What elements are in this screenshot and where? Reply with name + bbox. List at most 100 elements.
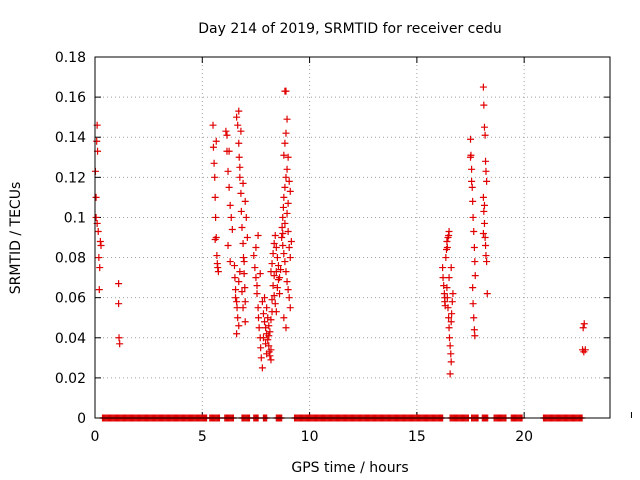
data-point — [269, 282, 277, 290]
data-point — [237, 189, 245, 197]
data-point — [284, 286, 292, 294]
data-point — [468, 165, 476, 173]
data-point — [447, 318, 455, 326]
data-point — [280, 250, 288, 258]
data-point — [115, 280, 123, 288]
data-point — [280, 151, 288, 159]
y-tick-label: 0.06 — [55, 291, 86, 307]
data-point — [272, 244, 280, 252]
data-point — [115, 334, 123, 342]
data-point — [285, 294, 293, 302]
data-point — [226, 258, 234, 266]
data-point — [237, 127, 245, 135]
data-point — [281, 258, 289, 266]
data-point — [96, 264, 104, 272]
data-point — [445, 324, 453, 332]
data-point — [469, 197, 477, 205]
data-point — [270, 272, 278, 280]
data-point — [214, 264, 222, 272]
data-point — [579, 324, 587, 332]
data-point — [258, 298, 266, 306]
axis-ticks: 0 0.02 0.04 0.06 0.08 0.1 0.12 0.14 0.16 0.18 0 5 10… — [55, 50, 632, 445]
data-point — [256, 270, 264, 278]
data-point — [482, 157, 490, 165]
x-tick-label: 10 — [301, 429, 319, 445]
y-tick-label: 0.18 — [55, 50, 86, 66]
data-point — [281, 183, 289, 191]
data-point — [265, 322, 273, 330]
data-point — [251, 264, 259, 272]
data-point — [240, 258, 248, 266]
data-point — [223, 131, 231, 139]
data-point — [273, 254, 281, 262]
data-point — [250, 252, 258, 260]
y-axis-label: SRMTID / TECUs — [8, 182, 24, 295]
data-point — [214, 268, 222, 276]
data-point — [480, 201, 488, 209]
data-point — [224, 167, 232, 175]
data-point — [276, 290, 284, 298]
data-point — [92, 213, 100, 221]
data-point — [443, 284, 451, 292]
data-points — [91, 83, 589, 422]
data-point — [467, 135, 475, 143]
data-point — [212, 137, 220, 145]
data-point — [272, 268, 280, 276]
data-point — [235, 278, 243, 286]
data-point — [282, 87, 290, 95]
data-point — [265, 332, 273, 340]
data-point — [471, 332, 479, 340]
data-point — [279, 229, 287, 237]
data-point — [95, 254, 103, 262]
data-point — [92, 193, 100, 201]
data-point — [233, 330, 241, 338]
x-tick-label: 20 — [515, 429, 533, 445]
data-point — [239, 240, 247, 248]
grid-lines — [95, 57, 610, 418]
data-point — [480, 123, 488, 131]
data-point — [95, 286, 103, 294]
y-tick-label: 0.14 — [55, 130, 86, 146]
data-point — [470, 227, 478, 235]
data-point — [257, 344, 265, 352]
x-tick-label: 0 — [91, 429, 100, 445]
data-point — [479, 83, 487, 91]
data-point — [481, 234, 489, 241]
data-point — [243, 234, 251, 241]
data-point — [240, 270, 248, 278]
data-point — [467, 153, 475, 161]
data-point — [446, 370, 454, 378]
data-point — [480, 219, 488, 227]
data-point — [241, 318, 249, 326]
data-point — [284, 199, 292, 207]
data-point — [258, 364, 266, 372]
data-point — [115, 300, 123, 308]
data-point — [254, 231, 262, 239]
data-point — [262, 340, 270, 348]
data-point — [241, 298, 249, 306]
data-point — [237, 207, 245, 215]
data-point — [273, 284, 281, 292]
data-point — [266, 328, 274, 336]
data-point — [272, 308, 280, 316]
data-point — [442, 254, 450, 262]
data-point — [443, 244, 451, 252]
data-point — [222, 127, 230, 135]
y-tick-label: 0.04 — [55, 331, 86, 347]
data-point — [469, 213, 477, 221]
data-point — [480, 207, 488, 215]
data-point — [284, 153, 292, 161]
data-point — [468, 183, 476, 191]
data-point — [235, 153, 243, 161]
y-tick-label: 0.08 — [55, 251, 86, 267]
data-point — [279, 213, 287, 221]
data-point — [283, 115, 291, 123]
data-point — [443, 294, 451, 302]
data-point — [267, 356, 275, 364]
data-point — [253, 290, 261, 298]
data-point — [282, 324, 290, 332]
data-point — [227, 213, 235, 221]
data-point — [443, 238, 451, 246]
data-point — [270, 240, 278, 248]
